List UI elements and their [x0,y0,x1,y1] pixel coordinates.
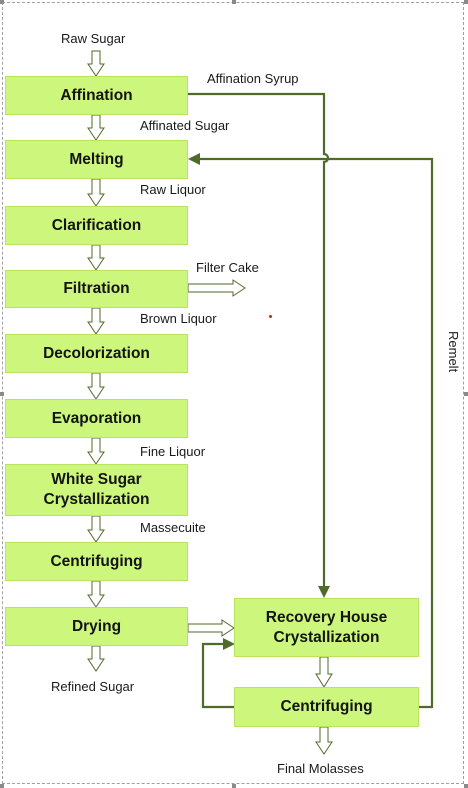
label-raw-liquor: Raw Liquor [140,182,206,197]
frame-handle-bottom-right[interactable] [464,784,468,788]
arrow-filtration-to-decolorization [87,307,105,335]
label-refined-sugar: Refined Sugar [51,679,135,694]
box-recovery-house-crystallization[interactable]: Recovery House Crystallization [234,598,419,657]
label-brown-liquor: Brown Liquor [140,311,217,326]
label-remelt: Remelt [446,331,461,373]
stray-red-dot [269,315,272,318]
arrow-clarification-to-filtration [87,244,105,271]
arrow-drying-to-recovery [187,619,235,637]
line-recovery-loop [201,642,234,709]
frame-handle-top-left[interactable] [0,0,4,4]
label-affination-syrup: Affination Syrup [207,71,299,86]
label-filter-cake: Filter Cake [196,260,259,275]
label-raw-sugar: Raw Sugar [61,31,126,46]
arrow-final-molasses-out [315,726,333,755]
arrow-filter-cake-out [187,279,246,297]
frame-handle-top-right[interactable] [464,0,468,4]
box-melting[interactable]: Melting [5,140,188,179]
arrow-crystallization-to-centrifuging [87,515,105,543]
box-filtration[interactable]: Filtration [5,270,188,308]
arrow-recovery-to-centrifuging [315,656,333,688]
box-affination[interactable]: Affination [5,76,188,115]
arrowhead-recovery-loop [223,638,235,650]
arrow-evaporation-to-crystallization [87,437,105,465]
label-massecuite: Massecuite [140,520,206,535]
line-affination-syrup [188,92,330,588]
frame-handle-bottom-left[interactable] [0,784,4,788]
frame-handle-top-center[interactable] [232,0,236,4]
arrow-centrifuging-to-drying [87,580,105,608]
label-affinated-sugar: Affinated Sugar [140,118,230,133]
label-final-molasses: Final Molasses [277,761,364,776]
box-evaporation[interactable]: Evaporation [5,399,188,438]
arrow-drying-to-refined-sugar [87,645,105,672]
arrow-melting-to-clarification [87,178,105,207]
arrow-affination-to-melting [87,114,105,141]
arrow-raw-sugar-to-affination [87,50,105,77]
box-drying[interactable]: Drying [5,607,188,646]
box-centrifuging[interactable]: Centrifuging [5,542,188,581]
frame-handle-bottom-center[interactable] [232,784,236,788]
line-remelt [198,157,434,709]
box-clarification[interactable]: Clarification [5,206,188,245]
arrow-decolorization-to-evaporation [87,372,105,400]
box-white-sugar-crystallization[interactable]: White Sugar Crystallization [5,464,188,516]
arrowhead-remelt [188,153,200,165]
frame-handle-middle-right[interactable] [464,392,468,396]
arrowhead-affination-syrup [318,586,330,598]
label-fine-liquor: Fine Liquor [140,444,206,459]
box-recovery-centrifuging[interactable]: Centrifuging [234,687,419,727]
frame-handle-middle-left[interactable] [0,392,4,396]
box-decolorization[interactable]: Decolorization [5,334,188,373]
